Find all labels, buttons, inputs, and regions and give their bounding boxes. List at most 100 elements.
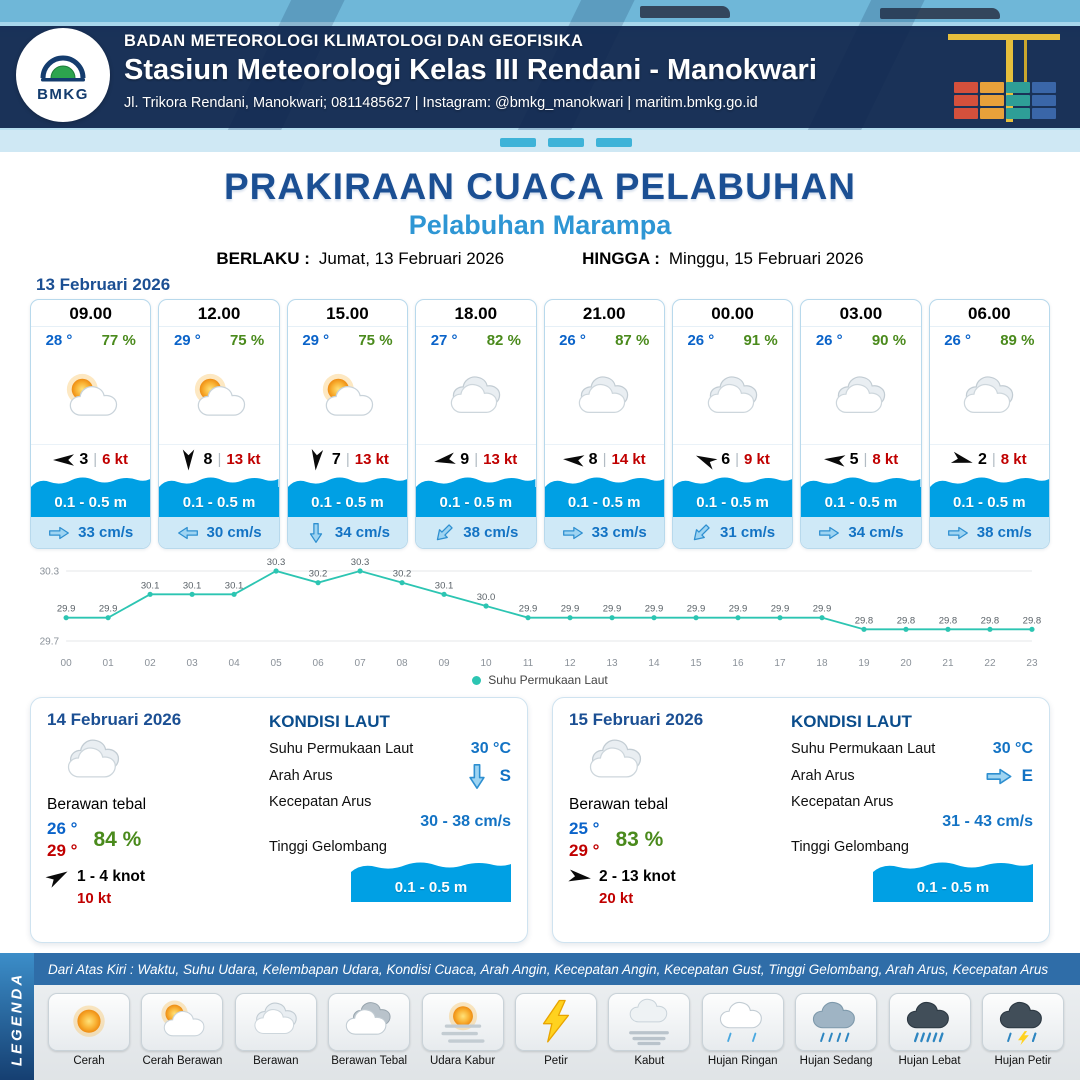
temp-value: 29 ° [302, 331, 330, 349]
svg-text:29.9: 29.9 [99, 604, 118, 615]
svg-text:20: 20 [900, 658, 912, 669]
svg-text:29.9: 29.9 [645, 604, 664, 615]
legend-item: Hujan Ringan [698, 993, 788, 1067]
legend-series-name: Suhu Permukaan Laut [488, 673, 608, 687]
current-speed: 30 cm/s [206, 524, 262, 541]
temp-humidity-row: 26 ° 89 % [930, 327, 1049, 353]
day-summary-row: 14 Februari 2026 Berawan tebal 26 ° 29 °… [0, 697, 1080, 943]
wind-direction-icon [694, 450, 718, 470]
weather-icon [288, 353, 407, 444]
container-stack [954, 82, 1056, 119]
svg-text:30.2: 30.2 [309, 569, 328, 580]
day-summary-card: 14 Februari 2026 Berawan tebal 26 ° 29 °… [30, 697, 528, 943]
ship-silhouette [640, 6, 730, 18]
legend-weather-icon [701, 993, 784, 1051]
current-speed: 31 cm/s [720, 524, 776, 541]
legend-weather-icon [608, 993, 691, 1051]
svg-text:30.0: 30.0 [477, 592, 496, 603]
weather-icon [31, 353, 150, 444]
svg-text:05: 05 [271, 658, 283, 669]
wave-height-value: 0.1 - 0.5 m [929, 487, 1049, 517]
sst-label: Suhu Permukaan Laut [791, 741, 936, 757]
svg-text:01: 01 [103, 658, 115, 669]
wave-height-badge: 0.1 - 0.5 m [801, 474, 921, 517]
sst-chart-section: 30.3 29.7 29.9 00 29.9 01 30.1 02 30.1 03 30.1 04 30… [0, 549, 1080, 689]
svg-text:03: 03 [187, 658, 199, 669]
wave-height-value: 0.1 - 0.5 m [672, 487, 793, 517]
current-direction-icon [818, 526, 840, 540]
svg-text:30.1: 30.1 [225, 580, 244, 591]
current-direction-icon [309, 522, 323, 544]
legend-weather-icon [514, 993, 597, 1051]
wave-height-value: 0.1 - 0.5 m [351, 872, 511, 902]
wave-crest-icon [159, 477, 279, 487]
header: BMKG BADAN METEOROLOGI KLIMATOLOGI DAN G… [0, 0, 1080, 152]
time-label: 15.00 [287, 300, 408, 327]
humidity-value: 91 % [743, 331, 778, 349]
current-direction-icon [947, 526, 969, 540]
wave-height-badge: 0.1 - 0.5 m [351, 859, 511, 902]
svg-text:29.8: 29.8 [855, 615, 874, 626]
current-speed-row: Kecepatan Arus [791, 794, 1033, 810]
temp-humidity-row: 28 ° 77 % [31, 327, 150, 353]
wave-height-text: 0.1 - 0.5 m [311, 493, 384, 511]
wave-height-label: Tinggi Gelombang [791, 839, 909, 855]
wave-height-badge: 0.1 - 0.5 m [31, 474, 151, 517]
legend-band-text: Dari Atas Kiri : Waktu, Suhu Udara, Kele… [48, 961, 1049, 977]
wind-direction-icon [45, 866, 70, 888]
current-speed: 33 cm/s [591, 524, 647, 541]
svg-text:29.8: 29.8 [981, 615, 1000, 626]
temp-value: 26 ° [559, 331, 586, 349]
wind-row: 8 | 14 kt [544, 444, 664, 474]
wave-height-value: 0.1 - 0.5 m [31, 487, 151, 517]
wave-height-badge: 0.1 - 0.5 m [929, 474, 1049, 517]
svg-text:15: 15 [690, 658, 702, 669]
page-subtitle: Pelabuhan Marampa [408, 210, 672, 240]
wave-height-badge: 0.1 - 0.5 m [544, 474, 664, 517]
forecast-date-label: 13 Februari 2026 [36, 275, 171, 294]
wind-row: 6 | 9 kt [672, 444, 793, 474]
wave-crest-icon [287, 477, 408, 487]
wave-height-text: 0.1 - 0.5 m [54, 493, 127, 511]
legend-label: Udara Kabur [429, 1055, 496, 1067]
divider: | [474, 451, 479, 468]
header-content: BADAN METEOROLOGI KLIMATOLOGI DAN GEOFIS… [124, 32, 817, 111]
temp-humidity-row: 26 ° 90 % [801, 327, 920, 353]
wave-height-value: 0.1 - 0.5 m [287, 487, 408, 517]
wind-gust-kt: 13 kt [483, 451, 518, 468]
humidity-value: 82 % [486, 331, 521, 349]
forecast-card: 09.00 28 ° 77 % 3 | 6 kt 0.1 - 0.5 m 33 … [30, 299, 152, 549]
weather-icon [416, 353, 535, 444]
weather-icon [545, 353, 664, 444]
svg-text:30.1: 30.1 [141, 580, 160, 591]
humidity-value: 75 % [358, 331, 393, 349]
svg-text:14: 14 [648, 658, 660, 669]
wind-gust-kt: 13 kt [354, 451, 389, 468]
wave-height-text: 0.1 - 0.5 m [394, 878, 468, 896]
wave-height-badge: 0.1 - 0.5 m [672, 474, 793, 517]
svg-text:29.8: 29.8 [1023, 615, 1042, 626]
wind-gust-kt: 13 kt [226, 451, 261, 468]
forecast-card: 03.00 26 ° 90 % 5 | 8 kt 0.1 - 0.5 m 34 … [800, 299, 922, 549]
legend-marker-icon [472, 675, 482, 685]
legend-item: Kabut [604, 993, 694, 1067]
legend-item: Udara Kabur [418, 993, 508, 1067]
page-title: PRAKIRAAN CUACA PELABUHAN [223, 166, 857, 207]
svg-text:22: 22 [984, 658, 996, 669]
wind-gust: 20 kt [599, 890, 634, 907]
legend-label: Cerah Berawan [142, 1055, 223, 1067]
time-label: 00.00 [672, 300, 793, 327]
wave-height-row: Tinggi Gelombang [791, 839, 1033, 855]
humidity-value: 87 % [615, 331, 650, 349]
wave-height-row: Tinggi Gelombang [269, 839, 511, 855]
svg-text:29.8: 29.8 [897, 615, 916, 626]
terminal-seats [500, 138, 632, 147]
ship-silhouette [880, 8, 1000, 19]
legend-item: Berawan Tebal [324, 993, 414, 1067]
current-speed-row: Kecepatan Arus [269, 794, 511, 810]
legend-label: Petir [544, 1055, 568, 1067]
legend-weather-icon [795, 993, 878, 1051]
current-direction-row: Arah Arus S [269, 763, 511, 789]
current-row: 38 cm/s [929, 517, 1049, 548]
temp-max: 29 ° [569, 841, 600, 860]
